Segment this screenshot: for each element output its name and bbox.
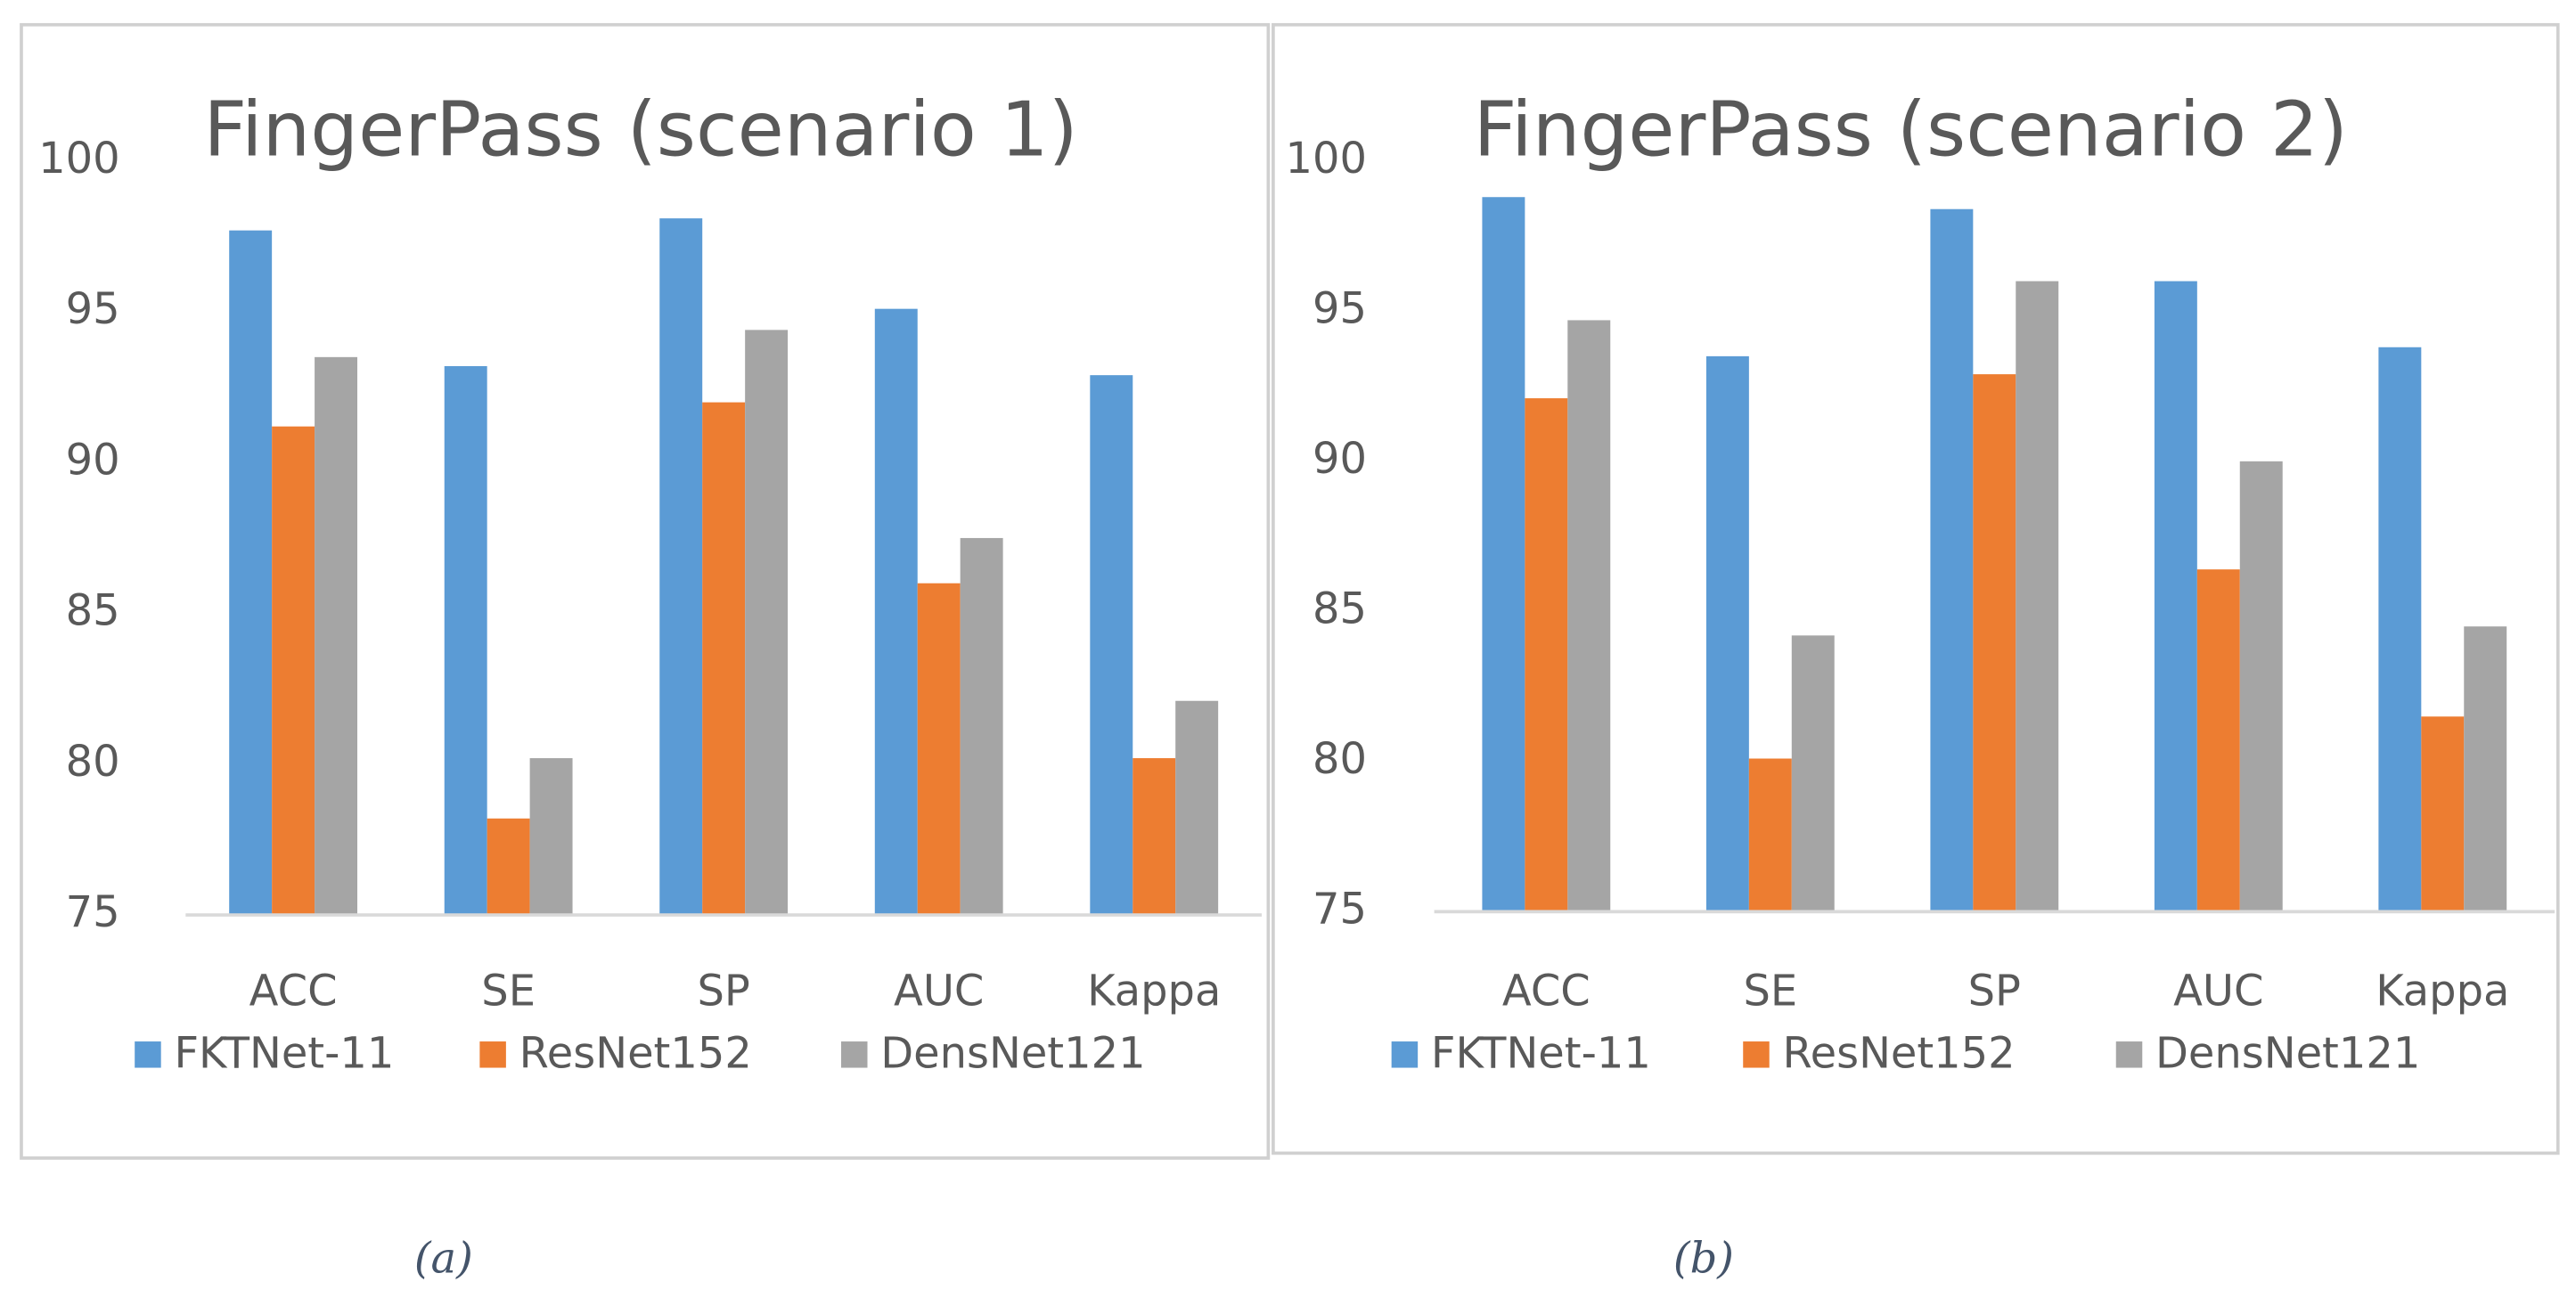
bar	[272, 426, 315, 916]
x-tick-label: AUC	[2173, 967, 2263, 1016]
legend-swatch	[1391, 1041, 1419, 1068]
legend-label: FKTNet-11	[1431, 1030, 1651, 1079]
legend-label: ResNet152	[1782, 1030, 2015, 1079]
bar	[315, 356, 358, 916]
bar	[1525, 398, 1568, 912]
x-tick-label: SE	[1743, 967, 1797, 1016]
bar	[1748, 758, 1792, 912]
bar	[2239, 461, 2283, 912]
bar	[2378, 347, 2422, 912]
y-tick-label: 100	[38, 135, 119, 184]
bar	[1133, 758, 1176, 916]
bar	[745, 330, 789, 916]
bar	[229, 230, 273, 916]
bar	[2016, 281, 2059, 912]
legend-swatch	[479, 1041, 506, 1068]
bar	[1930, 208, 1974, 912]
bar	[2154, 281, 2197, 912]
y-tick-label: 75	[66, 888, 120, 937]
y-tick-label: 80	[1313, 735, 1367, 784]
chart-frame	[1272, 22, 2560, 1155]
bar	[874, 308, 918, 916]
bar	[659, 218, 703, 916]
bar	[917, 583, 961, 916]
bar	[2196, 569, 2240, 912]
bar	[1482, 197, 1525, 912]
bar	[444, 365, 487, 916]
y-tick-label: 95	[66, 285, 120, 334]
x-tick-label: SE	[481, 967, 536, 1016]
y-tick-label: 80	[66, 738, 120, 787]
y-tick-label: 100	[1286, 135, 1367, 184]
bar	[1090, 375, 1133, 916]
y-tick-label: 95	[1313, 284, 1367, 333]
x-tick-label: Kappa	[1087, 967, 1221, 1016]
caption: (b)	[1673, 1235, 1734, 1284]
x-tick-label: AUC	[894, 967, 984, 1016]
legend-swatch	[2115, 1041, 2143, 1068]
chart-title: FingerPass (scenario 1)	[203, 86, 1077, 175]
legend-label: FKTNet-11	[174, 1030, 394, 1079]
bar	[487, 818, 530, 916]
bar	[1705, 355, 1749, 912]
y-tick-label: 85	[66, 587, 120, 636]
legend-label: DensNet121	[2155, 1030, 2420, 1079]
y-tick-label: 90	[1313, 435, 1367, 484]
bar	[1973, 374, 2016, 912]
bar	[702, 402, 746, 916]
bar	[2464, 626, 2507, 912]
bar	[1175, 700, 1219, 916]
y-tick-label: 85	[1313, 584, 1367, 633]
x-tick-label: SP	[698, 967, 750, 1016]
x-tick-label: SP	[1968, 967, 2021, 1016]
bar	[2421, 716, 2465, 912]
legend-label: DensNet121	[880, 1030, 1145, 1079]
bar	[960, 537, 1003, 916]
x-tick-label: Kappa	[2376, 967, 2509, 1016]
bar	[1791, 635, 1835, 912]
legend-swatch	[841, 1041, 868, 1068]
x-tick-label: ACC	[249, 967, 338, 1016]
bar	[1567, 320, 1611, 912]
chart-title: FingerPass (scenario 2)	[1474, 86, 2348, 175]
y-tick-label: 75	[1313, 885, 1367, 934]
legend-label: ResNet152	[519, 1030, 752, 1079]
x-tick-label: ACC	[1502, 967, 1591, 1016]
caption: (a)	[414, 1235, 473, 1284]
bar	[529, 758, 573, 916]
chart-frame	[20, 22, 1271, 1160]
legend-swatch	[135, 1041, 161, 1068]
legend-swatch	[1743, 1041, 1770, 1068]
y-tick-label: 90	[66, 436, 120, 485]
